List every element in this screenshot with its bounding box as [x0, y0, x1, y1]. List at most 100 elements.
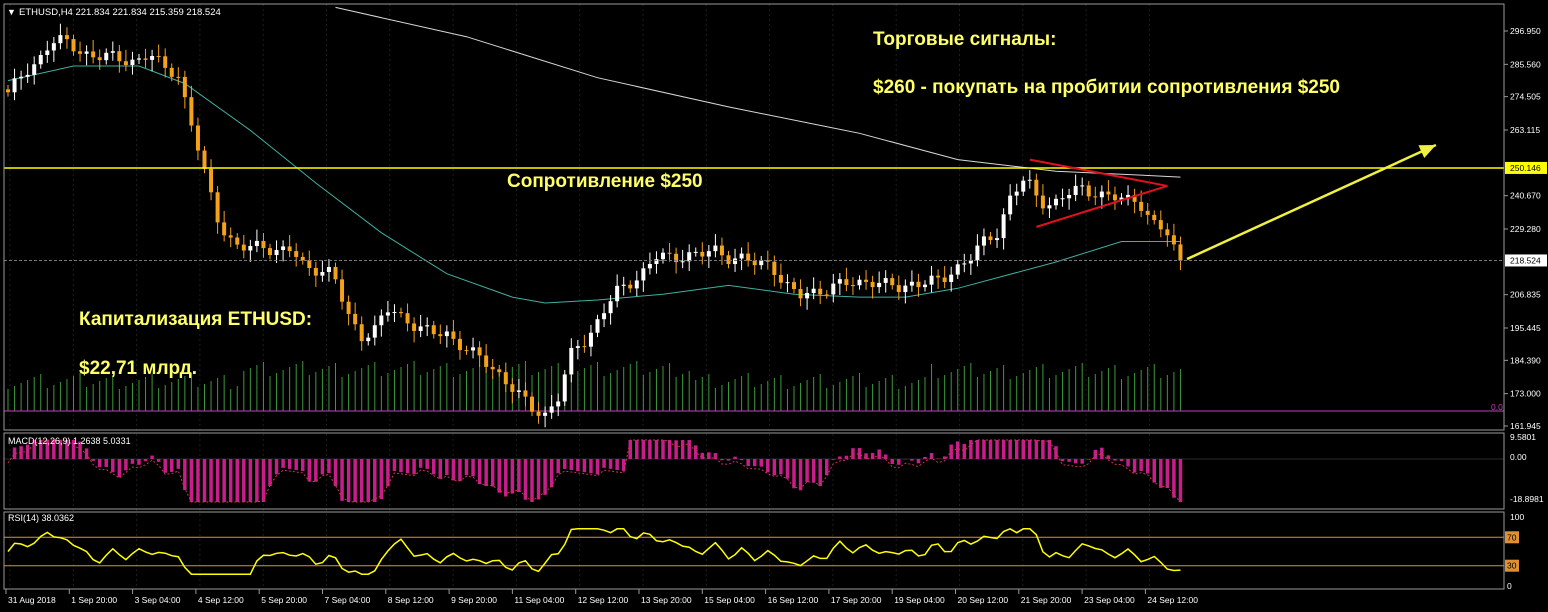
- candle-body: [497, 369, 502, 373]
- grid: [9, 4, 1150, 588]
- candle-body: [25, 74, 30, 77]
- candle-body: [1060, 198, 1065, 200]
- price-label: 161.945: [1510, 421, 1541, 431]
- candle-body: [464, 350, 469, 352]
- candle-body: [981, 236, 986, 246]
- candle-body: [510, 384, 515, 392]
- panel-frame: [3, 432, 1505, 510]
- candle-body: [71, 39, 76, 52]
- time-label: 5 Sep 20:00: [261, 595, 307, 605]
- candle-body: [778, 274, 783, 283]
- candle-body: [1145, 210, 1150, 215]
- candle-body: [359, 324, 364, 342]
- candle-body: [1178, 244, 1183, 261]
- candle-body: [1119, 197, 1124, 201]
- candle-body: [235, 237, 240, 245]
- candle-body: [955, 264, 960, 275]
- candle-body: [313, 267, 318, 276]
- time-label: 4 Sep 12:00: [198, 595, 244, 605]
- candle-body: [1112, 194, 1117, 201]
- candle-body: [346, 301, 351, 314]
- time-label: 16 Sep 12:00: [768, 595, 819, 605]
- candle-body: [215, 192, 220, 223]
- candle-body: [366, 337, 371, 342]
- time-label: 8 Sep 12:00: [388, 595, 434, 605]
- candle-body: [674, 253, 679, 263]
- candle-body: [1152, 214, 1157, 221]
- candle-body: [444, 331, 449, 337]
- rsi-axis-label: 100: [1510, 512, 1524, 522]
- candle-body: [84, 51, 89, 54]
- candle-body: [602, 313, 607, 320]
- candle-body: [549, 406, 554, 413]
- candle-body: [1034, 179, 1039, 196]
- time-label: 1 Sep 20:00: [71, 595, 117, 605]
- candle-body: [340, 279, 345, 302]
- rsi-title: RSI(14) 38.0362: [8, 513, 74, 523]
- candle-body: [477, 347, 482, 356]
- candle-body: [241, 244, 246, 251]
- price-label: 263.115: [1510, 125, 1540, 135]
- time-label: 7 Sep 04:00: [325, 595, 371, 605]
- candle-body: [294, 251, 299, 257]
- candle-body: [700, 251, 705, 257]
- candle-body: [19, 76, 24, 79]
- candle-body: [719, 245, 724, 256]
- candle-body: [64, 35, 69, 40]
- price-label: 285.560: [1510, 59, 1541, 69]
- candle-body: [615, 285, 620, 302]
- candle-body: [451, 331, 456, 339]
- candle-body: [503, 372, 508, 385]
- candle-body: [399, 312, 403, 314]
- candle-body: [222, 222, 227, 236]
- candle-body: [837, 279, 842, 284]
- time-label: 23 Sep 04:00: [1084, 595, 1135, 605]
- time-label: 13 Sep 20:00: [641, 595, 692, 605]
- candle-body: [274, 250, 279, 256]
- panel-frame: [3, 511, 1505, 590]
- candle-body: [850, 285, 855, 287]
- candle-body: [713, 245, 718, 252]
- time-label: 15 Sep 04:00: [704, 595, 755, 605]
- time-label: 3 Sep 04:00: [135, 595, 181, 605]
- candle-body: [693, 251, 698, 253]
- candle-body: [1165, 229, 1170, 236]
- candle-body: [268, 248, 272, 256]
- candle-body: [130, 59, 135, 66]
- candle-body: [58, 35, 63, 44]
- candle-body: [333, 267, 338, 280]
- macd-signal-line: [7, 439, 1181, 503]
- candle-body: [824, 294, 829, 296]
- candle-body: [523, 390, 528, 397]
- candle-body: [608, 301, 613, 314]
- price-label: 195.445: [1510, 323, 1541, 333]
- candle-body: [726, 255, 731, 265]
- rsi-axis-label: 70: [1507, 532, 1517, 542]
- ma-fast-line: [7, 65, 1181, 304]
- candle-body: [1106, 191, 1111, 195]
- candle-body: [261, 240, 266, 249]
- candle-body: [733, 258, 738, 265]
- candle-body: [300, 256, 305, 261]
- time-label: 24 Sep 12:00: [1147, 595, 1198, 605]
- price-tag-bg: [1505, 254, 1547, 267]
- candle-body: [379, 315, 384, 326]
- candle-body: [182, 76, 187, 98]
- candle-body: [195, 125, 200, 151]
- candle-body: [412, 323, 417, 331]
- candle-body: [51, 43, 56, 51]
- panel-frame: [3, 3, 1505, 431]
- candle-body: [1126, 194, 1131, 198]
- candle-body: [706, 251, 711, 257]
- candle-body: [1099, 191, 1104, 198]
- candle-body: [1171, 235, 1176, 245]
- macd-axis-label: -18.8981: [1510, 494, 1544, 504]
- candle-body: [785, 282, 790, 284]
- time-axis: 31 Aug 2018 1 Sep 20:00 3 Sep 04:00 4 Sep 1…: [5, 589, 1198, 605]
- collapse-arrow-icon[interactable]: ▼: [7, 7, 16, 17]
- candle-body: [916, 281, 921, 288]
- candle-body: [582, 346, 587, 348]
- candle-body: [392, 312, 397, 314]
- candle-body: [228, 235, 233, 238]
- candle-body: [962, 263, 967, 265]
